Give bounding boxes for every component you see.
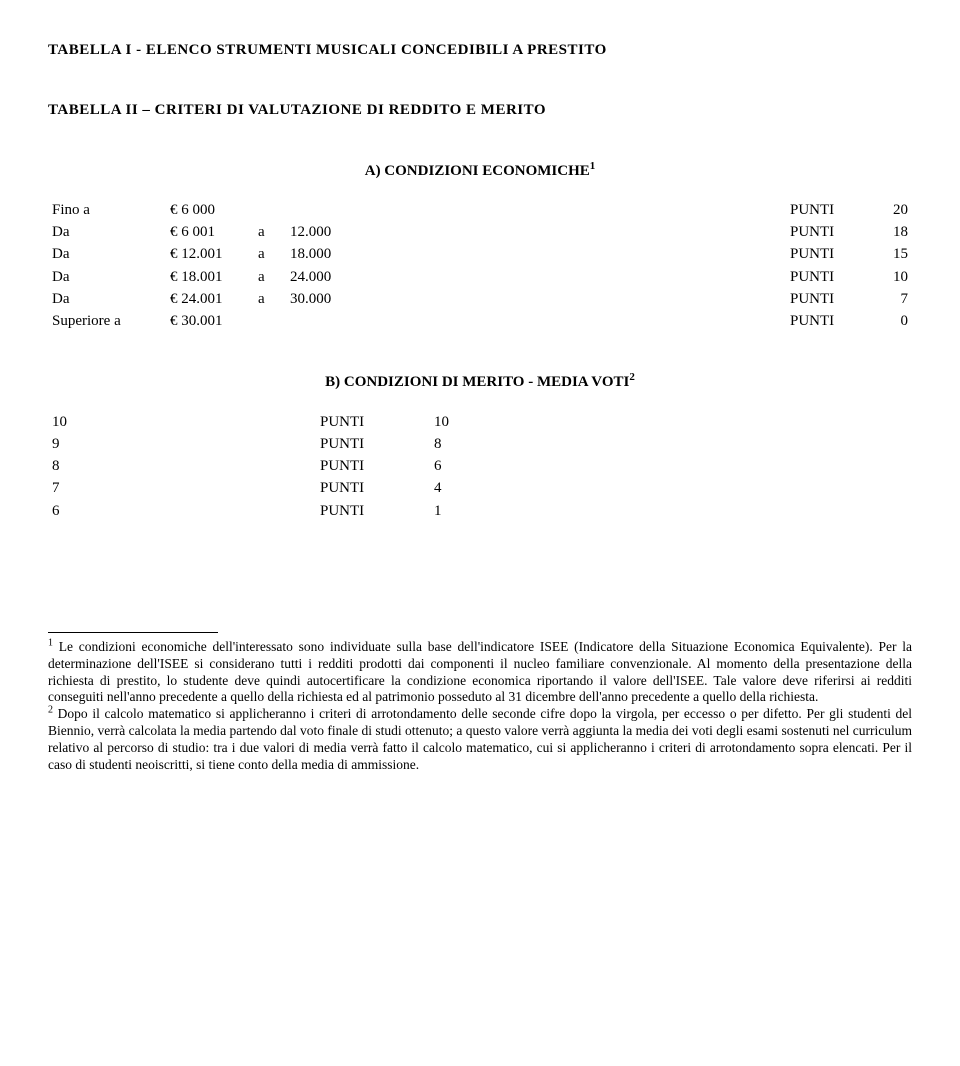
table-a: Fino a€ 6 000PUNTI20Da€ 6 001a12.000PUNT… <box>48 199 912 333</box>
cell-voto: 7 <box>48 477 316 499</box>
cell-upper: 30.000 <box>286 288 374 310</box>
footnotes: 1 Le condizioni economiche dell'interess… <box>48 639 912 774</box>
table-row: Da€ 24.001a30.000 PUNTI7 <box>48 288 912 310</box>
cell-upper: 12.000 <box>286 221 374 243</box>
cell-upper: 24.000 <box>286 266 374 288</box>
cell-upper: 18.000 <box>286 243 374 265</box>
cell-punti-value: 0 <box>864 310 912 332</box>
cell-voto: 10 <box>48 411 316 433</box>
cell-label: Fino a <box>48 199 166 221</box>
cell-currency: € 6 000 <box>166 199 254 221</box>
section-a-heading-text: A) CONDIZIONI ECONOMICHE <box>365 163 590 179</box>
table-row: Da€ 18.001a24.000 PUNTI10 <box>48 266 912 288</box>
cell-sep <box>254 199 286 221</box>
cell-sep <box>254 310 286 332</box>
cell-currency: € 30.001 <box>166 310 254 332</box>
table-row: Da€ 12.001a18.000 PUNTI15 <box>48 243 912 265</box>
cell-punti-value: 4 <box>430 477 474 499</box>
cell-voto: 9 <box>48 433 316 455</box>
cell-punti-value: 10 <box>430 411 474 433</box>
cell-spacer <box>374 243 458 265</box>
section-a-heading: A) CONDIZIONI ECONOMICHE1 <box>48 161 912 181</box>
cell-label: Superiore a <box>48 310 166 332</box>
cell-voto: 8 <box>48 455 316 477</box>
cell-punti-value: 6 <box>430 455 474 477</box>
cell-label: Da <box>48 243 166 265</box>
cell-spacer <box>374 310 458 332</box>
table-row: 10PUNTI10 <box>48 411 474 433</box>
cell-spacer <box>374 266 458 288</box>
cell-punti-label: PUNTI <box>458 310 864 332</box>
table-row: 7PUNTI4 <box>48 477 474 499</box>
cell-label: Da <box>48 266 166 288</box>
cell-spacer <box>374 288 458 310</box>
cell-punti-value: 7 <box>864 288 912 310</box>
table-row: Da€ 6 001a12.000 PUNTI18 <box>48 221 912 243</box>
cell-label: Da <box>48 221 166 243</box>
cell-punti-label: PUNTI <box>316 433 430 455</box>
title-2: TABELLA II – CRITERI DI VALUTAZIONE DI R… <box>48 100 912 120</box>
cell-punti-label: PUNTI <box>316 477 430 499</box>
cell-punti-label: PUNTI <box>316 455 430 477</box>
cell-punti-value: 18 <box>864 221 912 243</box>
cell-punti-label: PUNTI <box>316 411 430 433</box>
section-b-sup: 2 <box>629 371 635 383</box>
cell-sep: a <box>254 243 286 265</box>
cell-punti-label: PUNTI <box>458 221 864 243</box>
footnote-1-text: Le condizioni economiche dell'interessat… <box>48 639 912 705</box>
table-row: 9PUNTI8 <box>48 433 474 455</box>
cell-spacer <box>374 199 458 221</box>
footnote-2: 2 Dopo il calcolo matematico si appliche… <box>48 706 912 774</box>
table-row: 8PUNTI6 <box>48 455 474 477</box>
cell-punti-value: 10 <box>864 266 912 288</box>
table-row: Fino a€ 6 000 PUNTI20 <box>48 199 912 221</box>
cell-punti-label: PUNTI <box>458 199 864 221</box>
table-row: Superiore a€ 30.001 PUNTI0 <box>48 310 912 332</box>
footnote-1: 1 Le condizioni economiche dell'interess… <box>48 639 912 707</box>
cell-punti-value: 8 <box>430 433 474 455</box>
table-b: 10PUNTI109PUNTI88PUNTI67PUNTI46PUNTI1 <box>48 411 474 522</box>
cell-currency: € 24.001 <box>166 288 254 310</box>
cell-sep: a <box>254 266 286 288</box>
cell-punti-value: 15 <box>864 243 912 265</box>
cell-label: Da <box>48 288 166 310</box>
cell-currency: € 12.001 <box>166 243 254 265</box>
cell-upper <box>286 199 374 221</box>
section-b-heading-text: B) CONDIZIONI DI MERITO - MEDIA VOTI <box>325 374 629 390</box>
cell-spacer <box>374 221 458 243</box>
cell-voto: 6 <box>48 500 316 522</box>
table-row: 6PUNTI1 <box>48 500 474 522</box>
section-a-sup: 1 <box>590 160 596 172</box>
cell-punti-value: 1 <box>430 500 474 522</box>
footnote-rule <box>48 632 218 633</box>
cell-punti-label: PUNTI <box>458 266 864 288</box>
cell-upper <box>286 310 374 332</box>
cell-currency: € 6 001 <box>166 221 254 243</box>
cell-currency: € 18.001 <box>166 266 254 288</box>
footnote-2-text: Dopo il calcolo matematico si applichera… <box>48 706 912 772</box>
cell-sep: a <box>254 288 286 310</box>
cell-punti-value: 20 <box>864 199 912 221</box>
cell-punti-label: PUNTI <box>458 288 864 310</box>
cell-sep: a <box>254 221 286 243</box>
section-b-heading: B) CONDIZIONI DI MERITO - MEDIA VOTI2 <box>48 372 912 392</box>
cell-punti-label: PUNTI <box>458 243 864 265</box>
title-1: TABELLA I - ELENCO STRUMENTI MUSICALI CO… <box>48 40 912 60</box>
cell-punti-label: PUNTI <box>316 500 430 522</box>
